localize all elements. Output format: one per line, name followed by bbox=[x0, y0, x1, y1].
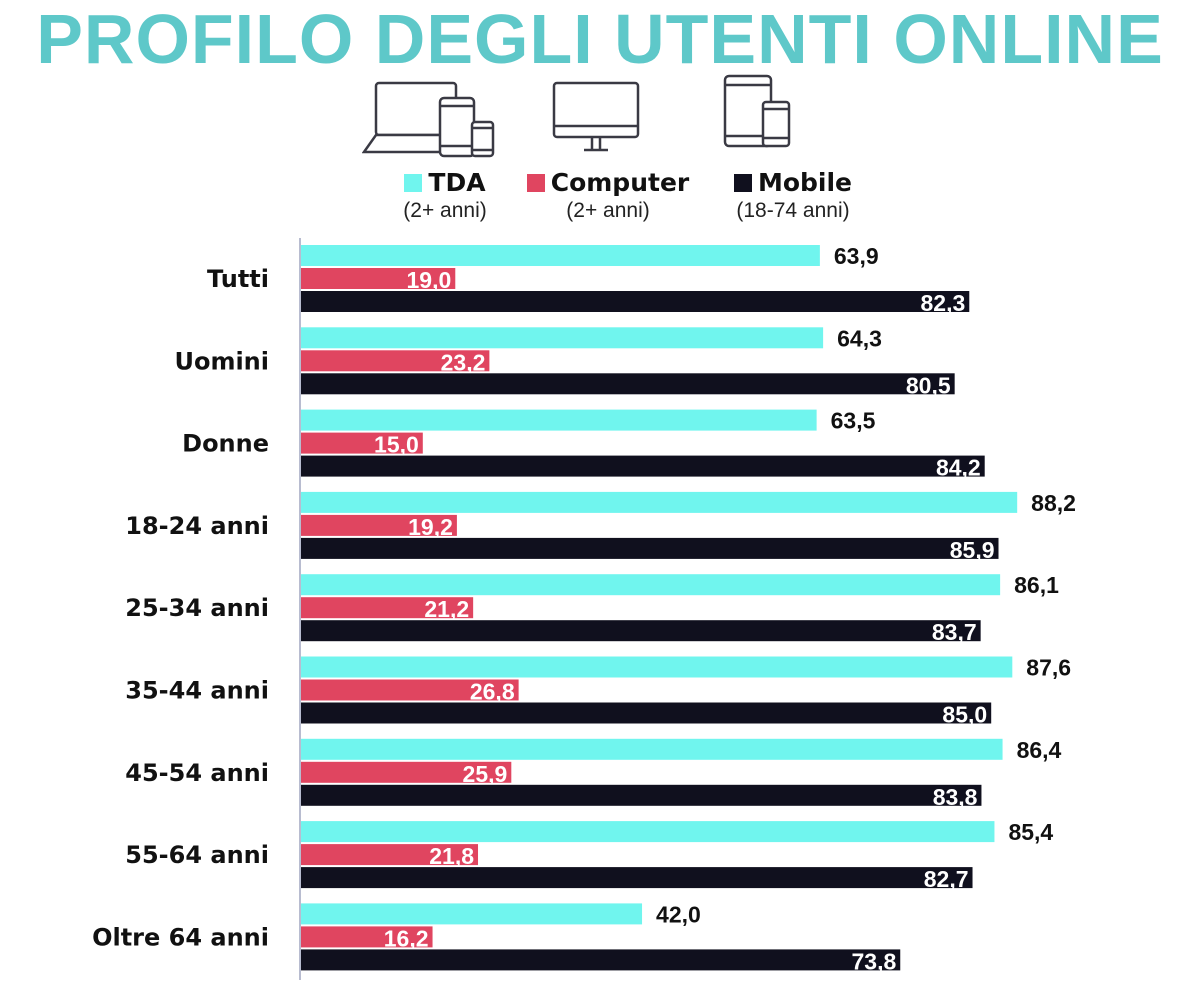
legend-swatch-tda bbox=[404, 173, 423, 192]
bar-mobile bbox=[301, 291, 970, 312]
data-label-tda: 63,9 bbox=[834, 243, 879, 269]
category-label: 45-54 anni bbox=[125, 759, 269, 787]
data-label-mobile: 73,8 bbox=[851, 948, 896, 974]
data-label-mobile: 80,5 bbox=[906, 372, 951, 398]
laptop-tablet-phone-icon bbox=[362, 81, 495, 158]
data-label-mobile: 85,9 bbox=[950, 537, 995, 563]
bar-tda bbox=[301, 327, 824, 349]
data-label-computer: 19,0 bbox=[407, 267, 452, 293]
data-label-tda: 63,5 bbox=[831, 408, 876, 434]
data-label-tda: 87,6 bbox=[1026, 655, 1071, 681]
bar-computer bbox=[301, 350, 490, 372]
data-label-mobile: 84,2 bbox=[936, 455, 981, 481]
page-title: PROFILO DEGLI UTENTI ONLINE bbox=[36, 0, 1164, 78]
bar-mobile bbox=[301, 702, 992, 724]
bar-mobile bbox=[301, 784, 982, 806]
bar-computer bbox=[301, 514, 457, 536]
data-label-computer: 16,2 bbox=[384, 925, 429, 951]
bar-computer bbox=[301, 432, 423, 454]
bar-mobile bbox=[301, 620, 981, 642]
data-label-computer: 15,0 bbox=[374, 432, 419, 458]
bar-computer bbox=[301, 926, 433, 948]
bar-mobile bbox=[301, 949, 901, 971]
data-label-mobile: 83,7 bbox=[932, 619, 977, 645]
bar-tda bbox=[301, 821, 995, 843]
category-label: Oltre 64 anni bbox=[92, 923, 269, 951]
legend-label: TDA bbox=[428, 168, 486, 197]
tablet-phone-icon bbox=[723, 74, 791, 148]
bar-tda bbox=[301, 574, 1001, 596]
bar-tda bbox=[301, 491, 1018, 513]
legend-sublabel: (18-74 anni) bbox=[736, 199, 850, 222]
desktop-monitor-icon bbox=[552, 81, 640, 152]
data-label-tda: 86,1 bbox=[1014, 572, 1059, 598]
bar-tda bbox=[301, 738, 1003, 760]
legend-sublabel: (2+ anni) bbox=[566, 199, 650, 222]
bar-tda bbox=[301, 656, 1013, 678]
bar-mobile bbox=[301, 373, 955, 395]
bar-mobile bbox=[301, 537, 999, 559]
legend-label: Computer bbox=[550, 168, 690, 197]
data-label-tda: 86,4 bbox=[1017, 737, 1062, 763]
bar-tda bbox=[301, 409, 817, 431]
data-label-tda: 64,3 bbox=[837, 325, 882, 351]
category-label: Tutti bbox=[207, 265, 269, 293]
bar-mobile bbox=[301, 455, 985, 477]
category-label: Donne bbox=[182, 430, 269, 458]
bar-computer bbox=[301, 597, 474, 619]
legend-sublabel: (2+ anni) bbox=[403, 199, 487, 222]
bar-computer bbox=[301, 268, 456, 289]
bar-tda bbox=[301, 245, 820, 266]
data-label-computer: 19,2 bbox=[408, 514, 453, 540]
data-label-mobile: 85,0 bbox=[942, 702, 987, 728]
data-label-computer: 21,8 bbox=[429, 843, 474, 869]
data-label-tda: 85,4 bbox=[1008, 819, 1053, 845]
category-label: 25-34 anni bbox=[125, 594, 269, 622]
data-label-mobile: 82,3 bbox=[921, 290, 966, 316]
legend-label: Mobile bbox=[757, 168, 853, 197]
legend-item-mobile: Mobile (18-74 anni) bbox=[698, 168, 888, 223]
legend-swatch-mobile bbox=[733, 173, 752, 192]
data-label-computer: 23,2 bbox=[441, 349, 486, 375]
data-label-computer: 26,8 bbox=[470, 679, 515, 705]
category-label: 35-44 anni bbox=[125, 677, 269, 705]
legend-item-tda: TDA (2+ anni) bbox=[380, 168, 510, 223]
data-label-mobile: 82,7 bbox=[924, 866, 969, 892]
bar-computer bbox=[301, 679, 519, 701]
legend-item-computer: Computer (2+ anni) bbox=[508, 168, 708, 223]
bar-computer bbox=[301, 761, 512, 783]
category-label: 55-64 anni bbox=[125, 841, 269, 869]
bar-computer bbox=[301, 844, 479, 866]
data-label-computer: 21,2 bbox=[424, 596, 469, 622]
legend-swatch-computer bbox=[526, 173, 545, 192]
data-label-computer: 25,9 bbox=[463, 761, 508, 787]
category-label: Uomini bbox=[174, 347, 269, 375]
bar-mobile bbox=[301, 867, 973, 889]
category-label: 18-24 anni bbox=[125, 512, 269, 540]
bar-tda bbox=[301, 903, 643, 925]
data-label-tda: 88,2 bbox=[1031, 490, 1076, 516]
data-label-tda: 42,0 bbox=[656, 901, 701, 927]
data-label-mobile: 83,8 bbox=[933, 784, 978, 810]
